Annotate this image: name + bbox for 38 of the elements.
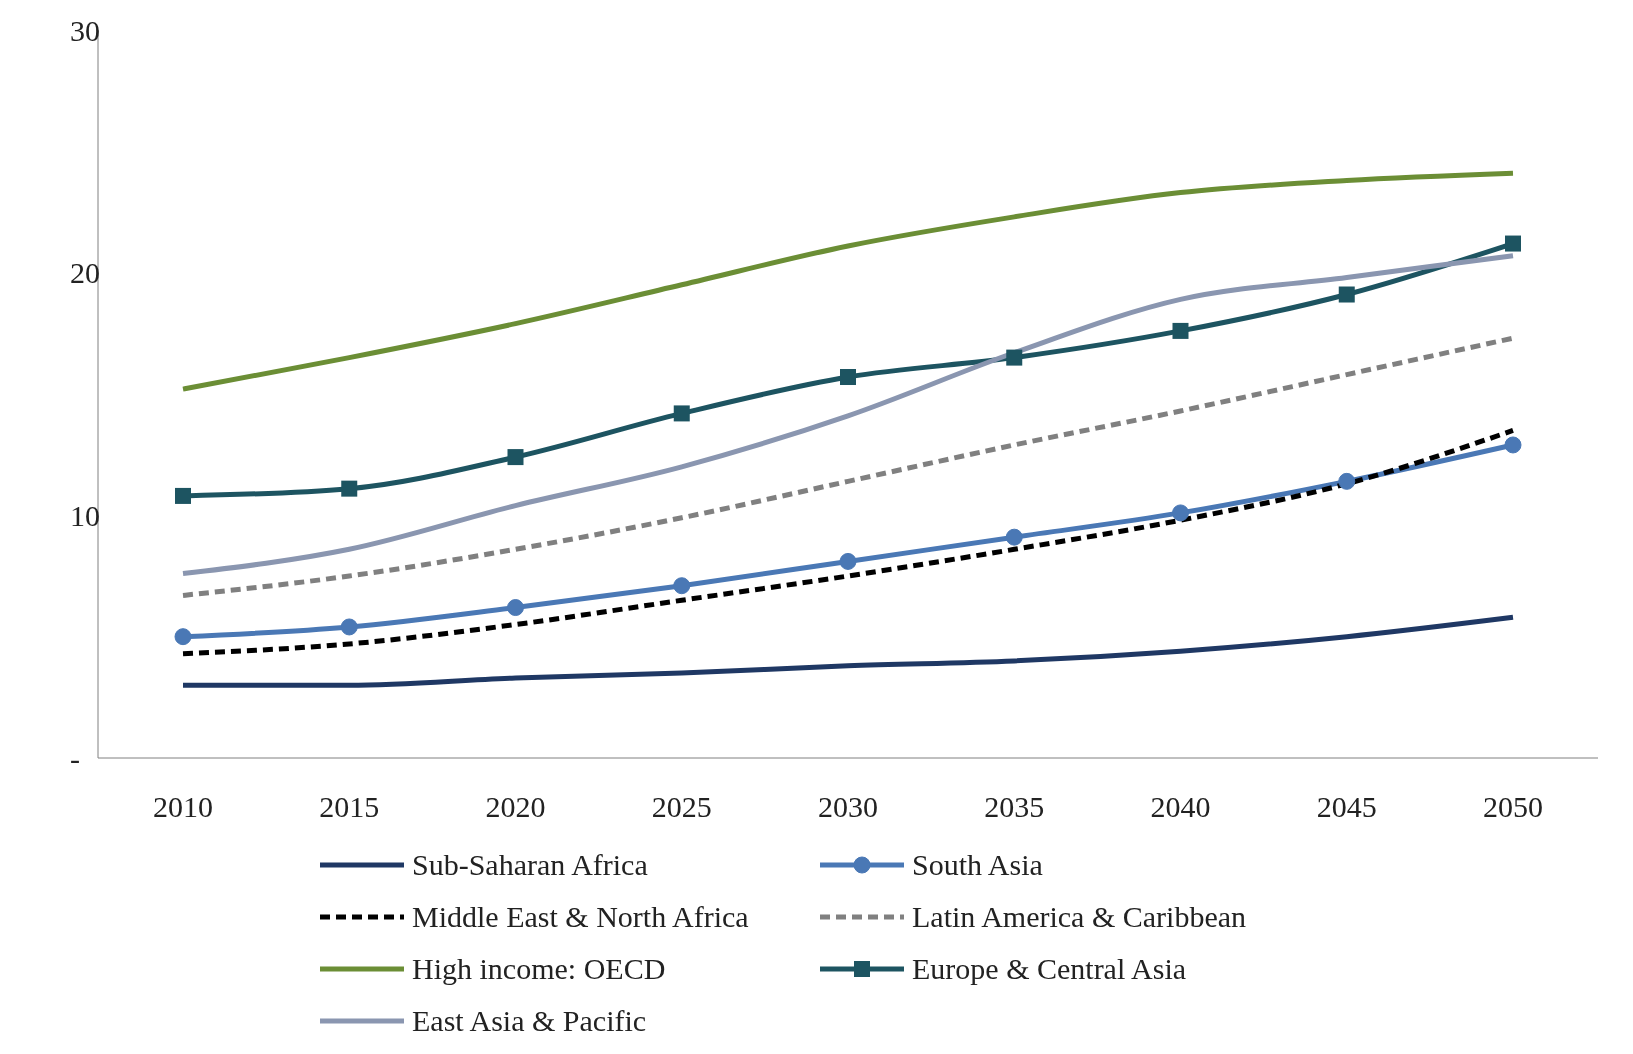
point (1172, 504, 1189, 522)
legend-label: South Asia (912, 848, 1043, 882)
x-tick-label: 2050 (1483, 790, 1543, 824)
point (839, 552, 857, 570)
x-tick-label: 2030 (818, 790, 878, 824)
point (840, 369, 856, 386)
x-tick-label: 2025 (651, 790, 712, 824)
legend-label: Europe & Central Asia (912, 952, 1187, 986)
legend-label: Latin America & Caribbean (912, 900, 1247, 934)
x-tick-label: 2015 (319, 790, 380, 824)
point (1005, 528, 1023, 546)
point (673, 405, 690, 422)
point (1505, 235, 1521, 252)
x-tick-label: 2035 (984, 790, 1045, 824)
point (1338, 286, 1355, 303)
point (1504, 436, 1522, 454)
point (1006, 349, 1023, 366)
legend-label: Middle East & North Africa (412, 900, 749, 934)
legend-label: Sub-Saharan Africa (412, 848, 648, 882)
y-tick-label: 10 (70, 498, 100, 532)
point (174, 628, 192, 646)
point (175, 487, 191, 504)
point (341, 480, 358, 497)
x-tick-label: 2045 (1316, 790, 1377, 824)
point (1172, 322, 1189, 339)
legend-label: East Asia & Pacific (412, 1004, 647, 1038)
legend-label: High income: OECD (412, 952, 666, 986)
point (507, 449, 524, 466)
point (507, 599, 524, 617)
x-tick-label: 2020 (485, 790, 546, 824)
y-tick-label: 30 (70, 13, 100, 47)
x-tick-label: 2040 (1150, 790, 1211, 824)
x-tick-label: 2010 (153, 790, 213, 824)
y-tick-label: - (70, 741, 80, 775)
point (340, 618, 358, 636)
point (1338, 472, 1356, 490)
y-tick-label: 20 (70, 256, 100, 290)
point (673, 577, 691, 595)
